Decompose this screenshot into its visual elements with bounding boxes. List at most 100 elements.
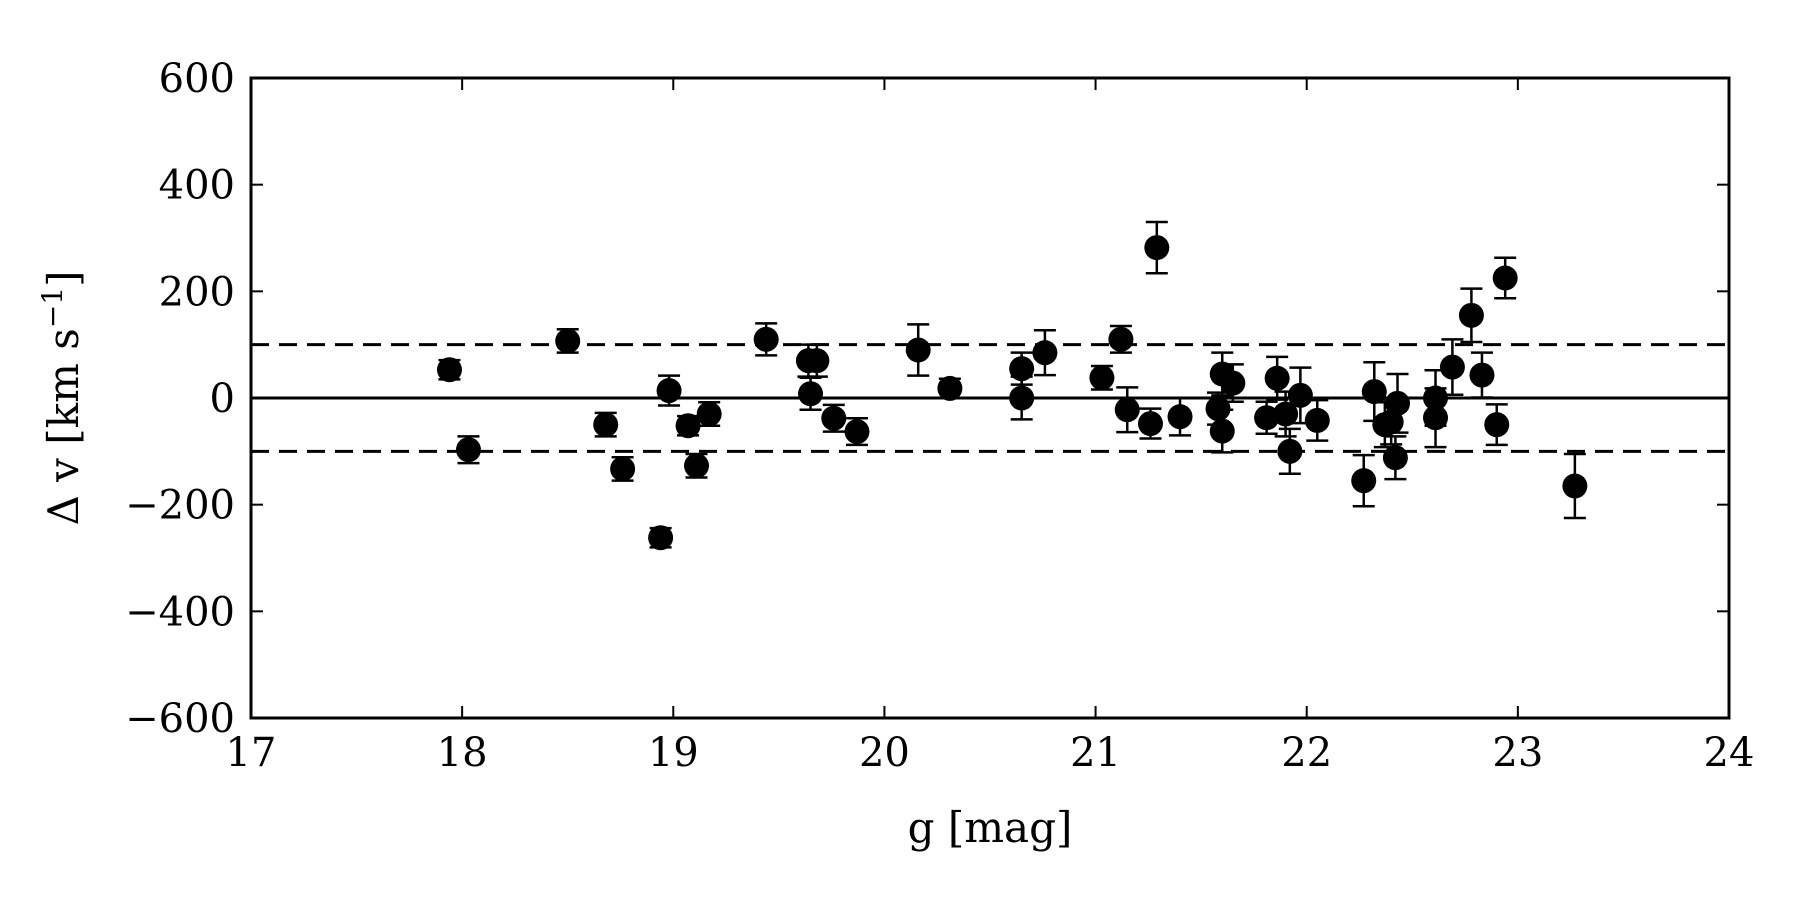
y-axis-label-close: ] xyxy=(39,271,88,287)
data-point-marker xyxy=(648,525,674,551)
data-point-marker xyxy=(798,381,824,407)
y-axis-label-exponent: −1 xyxy=(36,287,69,328)
data-point-marker xyxy=(684,453,710,479)
x-tick-label: 22 xyxy=(1281,730,1332,776)
data-point xyxy=(1484,403,1510,447)
data-point xyxy=(436,357,462,383)
y-axis-label: Δ v [km s−1] xyxy=(36,271,89,526)
data-point-marker xyxy=(1277,438,1303,464)
data-point-marker xyxy=(1469,362,1495,388)
x-tick-label: 21 xyxy=(1070,730,1121,776)
data-point-marker xyxy=(1562,473,1588,499)
x-tick-label: 23 xyxy=(1492,730,1543,776)
data-point xyxy=(675,413,701,439)
data-point xyxy=(1469,351,1495,399)
data-point-marker xyxy=(1254,405,1280,431)
data-point xyxy=(1458,287,1484,344)
x-tick-label: 24 xyxy=(1704,730,1755,776)
data-point-marker xyxy=(937,375,963,401)
data-point xyxy=(1382,435,1408,481)
data-point-marker xyxy=(610,456,636,482)
x-axis-label: g [mag] xyxy=(908,803,1073,852)
data-point-marker xyxy=(905,337,931,363)
data-point xyxy=(798,376,824,411)
data-point-marker xyxy=(1264,365,1290,391)
data-point xyxy=(1562,452,1588,520)
data-point-marker xyxy=(1304,407,1330,433)
data-point-marker xyxy=(1382,445,1408,471)
data-point-marker xyxy=(696,401,722,427)
data-point-marker xyxy=(1351,468,1377,494)
data-point xyxy=(1423,387,1449,449)
data-point xyxy=(555,327,581,354)
data-point xyxy=(684,452,710,479)
data-point-marker xyxy=(1439,354,1465,380)
data-point-marker xyxy=(844,419,870,445)
x-tick-label: 20 xyxy=(859,730,910,776)
data-point xyxy=(455,435,481,465)
data-point xyxy=(648,525,674,551)
data-point-marker xyxy=(753,326,779,352)
data-point-marker xyxy=(1032,340,1058,366)
data-point-marker xyxy=(675,413,701,439)
y-tick-label: −200 xyxy=(125,483,235,529)
data-point xyxy=(1108,324,1134,354)
data-point-marker xyxy=(555,328,581,354)
data-point-marker xyxy=(1287,382,1313,408)
data-point xyxy=(1439,338,1465,397)
data-point-marker xyxy=(1137,411,1163,437)
data-point xyxy=(1277,427,1303,475)
x-tick-label: 19 xyxy=(648,730,699,776)
data-point xyxy=(656,374,682,407)
data-point xyxy=(1167,396,1193,437)
data-point-marker xyxy=(455,437,481,463)
y-tick-label: 200 xyxy=(159,269,235,315)
data-point-marker xyxy=(1492,265,1518,291)
data-point-marker xyxy=(1458,302,1484,328)
data-point xyxy=(1144,220,1170,275)
data-point-marker xyxy=(1273,401,1299,427)
x-tick-label: 18 xyxy=(437,730,488,776)
axis-ticks: 17 18 19 20 21 22 23 24 −600 −400 −200 0 200 400 600 xyxy=(125,56,1754,776)
data-point-marker xyxy=(436,357,462,383)
x-tick-label: 17 xyxy=(226,730,277,776)
data-point-marker xyxy=(1089,365,1115,391)
data-point-marker xyxy=(1361,379,1387,405)
data-point-marker xyxy=(593,412,619,438)
data-point xyxy=(696,401,722,427)
y-tick-label: 400 xyxy=(159,163,235,209)
data-point xyxy=(1114,386,1140,434)
data-point-marker xyxy=(804,348,830,374)
data-point-marker xyxy=(1009,356,1035,382)
data-point xyxy=(1351,453,1377,508)
y-tick-label: 0 xyxy=(210,376,235,422)
data-point-marker xyxy=(1423,405,1449,431)
data-point xyxy=(821,403,847,433)
data-point xyxy=(1385,372,1411,434)
data-point xyxy=(1492,256,1518,300)
data-point xyxy=(937,375,963,401)
y-axis-label-main: Δ v [km s xyxy=(39,328,88,525)
y-tick-label: −400 xyxy=(125,589,235,635)
data-point xyxy=(1254,400,1280,435)
data-point xyxy=(610,455,636,482)
data-point-marker xyxy=(656,378,682,404)
data-point-marker xyxy=(1220,370,1246,396)
data-point-marker xyxy=(1144,235,1170,261)
data-point xyxy=(1209,408,1235,454)
data-point xyxy=(593,411,619,438)
y-tick-label: 600 xyxy=(159,56,235,102)
data-point-marker xyxy=(1009,385,1035,411)
data-point xyxy=(1009,375,1035,421)
data-point-marker xyxy=(1108,326,1134,352)
data-point xyxy=(1089,364,1115,391)
data-point xyxy=(804,343,830,378)
data-point xyxy=(1304,398,1330,442)
data-point-marker xyxy=(1114,397,1140,423)
data-point-marker xyxy=(821,405,847,431)
data-point-marker xyxy=(1385,390,1411,416)
data-point xyxy=(1032,329,1058,377)
y-tick-label: −600 xyxy=(125,696,235,742)
data-point-marker xyxy=(1484,412,1510,438)
